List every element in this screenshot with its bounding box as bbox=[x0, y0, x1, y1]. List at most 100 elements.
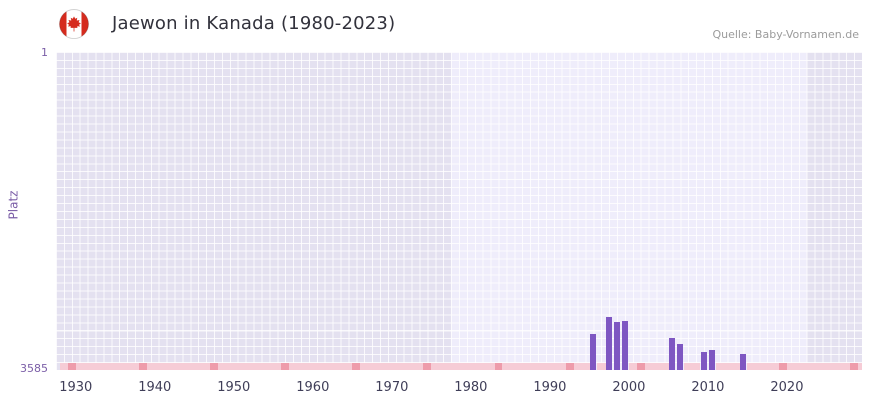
unranked-marker bbox=[376, 363, 385, 370]
unranked-marker bbox=[723, 363, 733, 370]
unranked-marker bbox=[763, 363, 772, 370]
unranked-marker bbox=[170, 363, 179, 370]
unranked-marker bbox=[850, 363, 859, 370]
unranked-marker bbox=[715, 363, 725, 370]
unranked-marker bbox=[154, 363, 164, 370]
unranked-marker bbox=[786, 363, 796, 370]
unranked-marker bbox=[565, 363, 575, 370]
unranked-marker bbox=[407, 363, 417, 370]
x-tick-label-2010: 2010 bbox=[691, 380, 725, 395]
unranked-marker bbox=[107, 363, 116, 370]
rank-bar-2005[interactable] bbox=[669, 337, 676, 370]
canada-flag-icon bbox=[59, 9, 89, 39]
x-tick-label-1970: 1970 bbox=[375, 380, 409, 395]
unranked-marker bbox=[265, 363, 274, 370]
unranked-marker bbox=[526, 363, 535, 370]
unranked-marker bbox=[462, 363, 472, 370]
unranked-marker bbox=[794, 363, 804, 370]
rank-bar-1997[interactable] bbox=[606, 317, 613, 370]
unranked-marker bbox=[755, 363, 764, 370]
unranked-marker bbox=[660, 363, 669, 370]
rank-bar-1995[interactable] bbox=[590, 334, 597, 370]
unranked-marker bbox=[470, 363, 480, 370]
unranked-marker bbox=[297, 363, 306, 370]
unranked-marker bbox=[644, 363, 654, 370]
y-tick-bottom: 3585 bbox=[20, 362, 48, 375]
unranked-marker bbox=[312, 363, 322, 370]
unranked-marker bbox=[225, 363, 235, 370]
rank-bar-2006[interactable] bbox=[677, 343, 684, 370]
unranked-marker bbox=[779, 363, 788, 370]
rank-bar-2014[interactable] bbox=[740, 353, 747, 370]
unranked-marker bbox=[486, 363, 496, 370]
rank-bar-1998[interactable] bbox=[614, 321, 621, 370]
unranked-marker bbox=[304, 363, 314, 370]
unranked-marker bbox=[202, 363, 211, 370]
unranked-marker bbox=[383, 363, 393, 370]
unranked-marker bbox=[83, 363, 93, 370]
unranked-marker bbox=[328, 363, 337, 370]
unranked-marker bbox=[534, 363, 543, 370]
unranked-marker bbox=[494, 363, 503, 370]
unranked-marker bbox=[834, 363, 843, 370]
grid-lines bbox=[56, 52, 862, 370]
unranked-marker bbox=[249, 363, 258, 370]
unranked-marker bbox=[59, 363, 69, 370]
unranked-marker bbox=[391, 363, 401, 370]
unranked-marker bbox=[352, 363, 361, 370]
unranked-marker bbox=[162, 363, 172, 370]
unranked-marker bbox=[810, 363, 820, 370]
unranked-marker bbox=[217, 363, 227, 370]
unranked-marker bbox=[439, 363, 448, 370]
unranked-marker bbox=[447, 363, 456, 370]
rank-bar-1999[interactable] bbox=[621, 320, 628, 370]
rank-bar-2010[interactable] bbox=[708, 350, 715, 370]
unranked-marker bbox=[431, 363, 440, 370]
unranked-marker bbox=[731, 363, 740, 370]
x-tick-label-2000: 2000 bbox=[612, 380, 646, 395]
x-tick-label-1980: 1980 bbox=[454, 380, 488, 395]
unranked-marker bbox=[557, 363, 567, 370]
unranked-marker bbox=[636, 363, 646, 370]
rank-bar-2009[interactable] bbox=[700, 351, 707, 370]
unranked-marker bbox=[597, 363, 606, 370]
unranked-marker bbox=[281, 363, 290, 370]
unranked-marker bbox=[115, 363, 124, 370]
x-tick-label-1940: 1940 bbox=[138, 380, 172, 395]
unranked-marker bbox=[75, 363, 85, 370]
unranked-marker bbox=[336, 363, 345, 370]
unranked-marker bbox=[518, 363, 527, 370]
plot-area bbox=[56, 52, 862, 370]
unranked-marker bbox=[99, 363, 108, 370]
unranked-marker bbox=[826, 363, 835, 370]
unranked-marker bbox=[210, 363, 219, 370]
unranked-marker bbox=[399, 363, 409, 370]
unranked-marker bbox=[842, 363, 851, 370]
unranked-marker bbox=[415, 363, 424, 370]
unranked-marker bbox=[320, 363, 330, 370]
y-axis-label: Platz bbox=[6, 190, 21, 220]
x-tick-label-1960: 1960 bbox=[296, 380, 330, 395]
unranked-marker bbox=[368, 363, 377, 370]
unranked-marker bbox=[91, 363, 100, 370]
x-tick-label-1990: 1990 bbox=[533, 380, 567, 395]
unranked-marker bbox=[257, 363, 266, 370]
unranked-marker bbox=[344, 363, 353, 370]
unranked-marker bbox=[455, 363, 464, 370]
source-credit: Quelle: Baby-Vornamen.de bbox=[712, 28, 859, 41]
chart-header: Jaewon in Kanada (1980-2023) Quelle: Bab… bbox=[0, 0, 873, 50]
x-tick-label-2020: 2020 bbox=[770, 380, 804, 395]
x-tick-label-1930: 1930 bbox=[59, 380, 93, 395]
unranked-marker bbox=[360, 363, 369, 370]
unranked-marker bbox=[186, 363, 195, 370]
unranked-marker bbox=[241, 363, 251, 370]
y-tick-top: 1 bbox=[41, 46, 48, 59]
unranked-marker bbox=[146, 363, 156, 370]
unranked-marker bbox=[628, 363, 638, 370]
chart-title: Jaewon in Kanada (1980-2023) bbox=[112, 13, 396, 34]
unranked-marker bbox=[818, 363, 827, 370]
unranked-marker bbox=[423, 363, 432, 370]
unranked-marker bbox=[123, 363, 132, 370]
unranked-marker bbox=[692, 363, 701, 370]
